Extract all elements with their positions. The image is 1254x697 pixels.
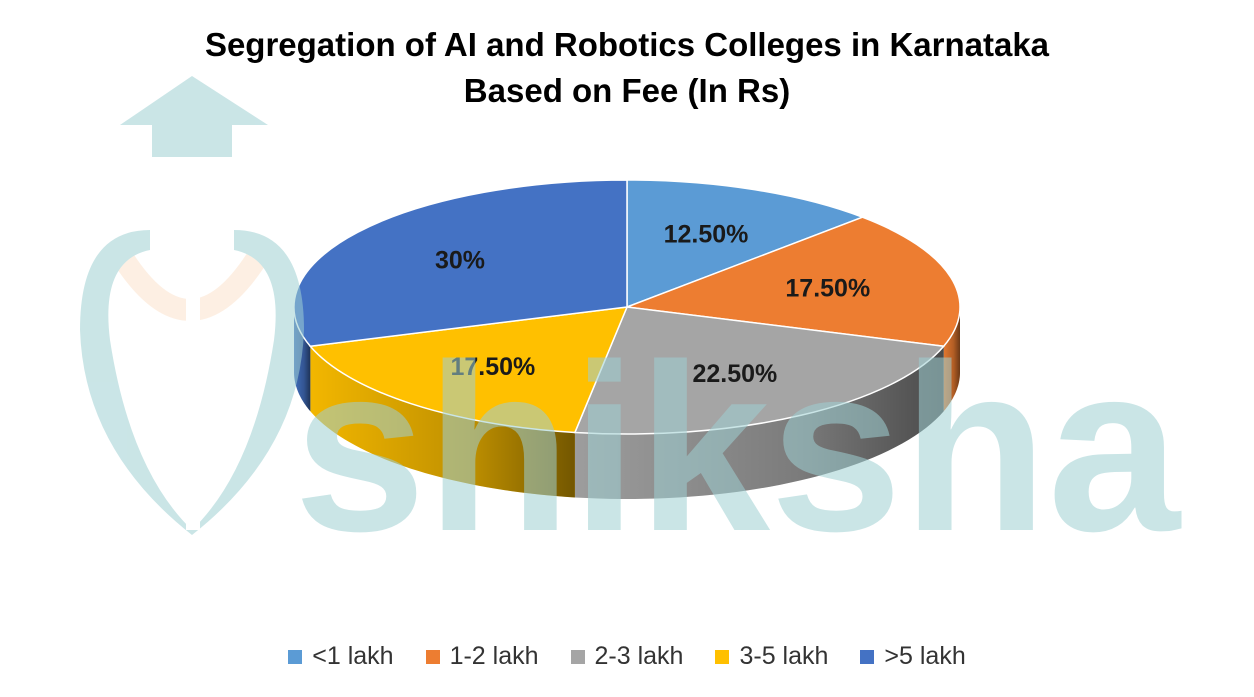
pie-slice-lt-1-lakh xyxy=(626,179,865,309)
legend-item-lt-1-lakh: <1 lakh xyxy=(288,642,394,671)
legend-swatch xyxy=(570,649,585,664)
legend-label: 3-5 lakh xyxy=(739,642,829,670)
data-label-3-5-lakh: 17.50% xyxy=(451,353,536,381)
legend-swatch xyxy=(288,649,303,664)
legend-label: >5 lakh xyxy=(884,642,966,670)
legend-item-3-5-lakh: 3-5 lakh xyxy=(715,642,828,671)
watermark: shiksha xyxy=(80,76,1182,581)
pie-side-shade-3-5-lakh xyxy=(310,346,575,498)
legend-swatch xyxy=(860,649,875,664)
watermark-text: shiksha xyxy=(294,316,1182,581)
legend: <1 lakh 1-2 lakh 2-3 lakh 3-5 lakh >5 lakh xyxy=(0,642,1254,671)
data-label-lt-1-lakh: 12.50% xyxy=(664,220,749,248)
legend-item-2-3-lakh: 2-3 lakh xyxy=(570,642,684,671)
pie-slice-1-2-lakh xyxy=(626,216,961,348)
shiksha-logo-icon xyxy=(80,76,304,535)
legend-item-1-2-lakh: 1-2 lakh xyxy=(425,642,539,671)
chart-title-line-2: Based on Fee (In Rs) xyxy=(463,72,791,109)
pie-sides xyxy=(294,307,960,499)
pie-side-shade-2-3-lakh xyxy=(574,346,944,499)
legend-swatch xyxy=(715,649,730,664)
chart-title-line-1: Segregation of AI and Robotics Colleges … xyxy=(204,26,1050,63)
legend-label: <1 lakh xyxy=(312,642,394,670)
data-label-gt-5-lakh: 30% xyxy=(435,247,485,275)
legend-swatch xyxy=(425,649,440,664)
pie-side-shade-1-2-lakh xyxy=(943,307,960,412)
legend-label: 2-3 lakh xyxy=(594,642,684,670)
legend-label: 1-2 lakh xyxy=(449,642,539,670)
data-label-2-3-lakh: 22.50% xyxy=(693,360,778,388)
pie-labels: 12.50% 17.50% 22.50% 17.50% 30% xyxy=(435,220,870,388)
pie-tops xyxy=(293,179,961,435)
legend-item-gt-5-lakh: >5 lakh xyxy=(860,642,966,671)
data-label-1-2-lakh: 17.50% xyxy=(785,275,870,303)
chart-title: Segregation of AI and Robotics Colleges … xyxy=(0,22,1254,114)
pie-slice-3-5-lakh xyxy=(308,306,629,434)
pie-slice-2-3-lakh xyxy=(573,306,946,435)
